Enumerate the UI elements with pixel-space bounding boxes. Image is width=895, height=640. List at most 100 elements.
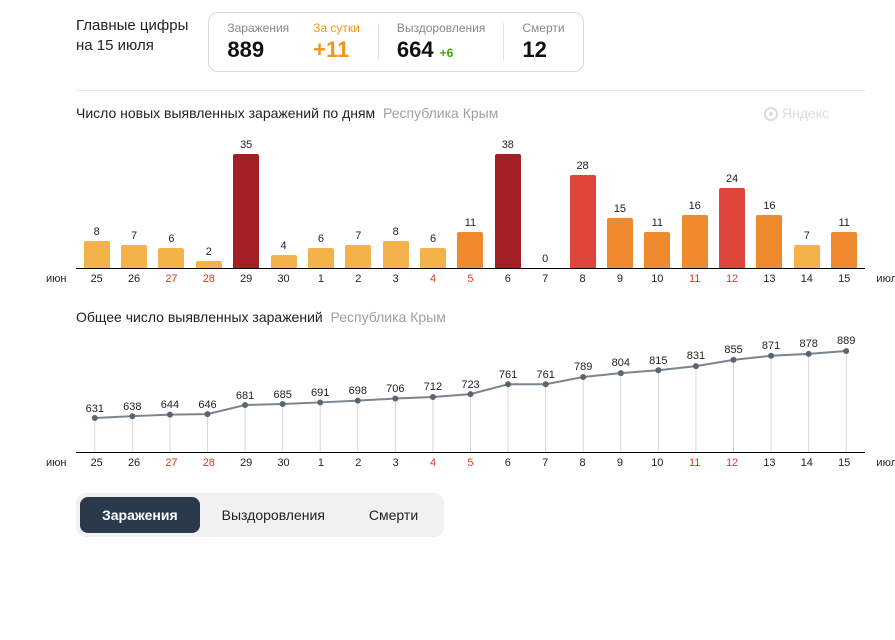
bar-column: 11 bbox=[826, 139, 863, 268]
x-tick: 6 bbox=[489, 457, 526, 469]
bar bbox=[121, 245, 147, 268]
bar-value-label: 2 bbox=[206, 246, 212, 258]
tab-выздоровления[interactable]: Выздоровления bbox=[200, 497, 347, 533]
line-value-label: 646 bbox=[198, 399, 216, 411]
x-tick: 9 bbox=[601, 273, 638, 285]
x-tick: 14 bbox=[788, 273, 825, 285]
bar bbox=[196, 261, 222, 268]
line-value-label: 723 bbox=[461, 379, 479, 391]
watermark: Яндекс bbox=[764, 105, 829, 121]
month-label-left: июн bbox=[46, 273, 66, 285]
stat-label: За сутки bbox=[313, 21, 360, 35]
bar-value-label: 16 bbox=[689, 200, 701, 212]
line-value-label: 761 bbox=[499, 369, 517, 381]
line-value-label: 855 bbox=[724, 344, 742, 356]
bar-value-label: 11 bbox=[465, 217, 476, 229]
x-tick: 26 bbox=[115, 457, 152, 469]
divider bbox=[76, 90, 865, 91]
line-value-label: 685 bbox=[273, 389, 291, 401]
x-tick: 27 bbox=[153, 457, 190, 469]
bar bbox=[84, 241, 110, 268]
stat-label: Выздоровления bbox=[397, 21, 486, 35]
x-tick: 14 bbox=[788, 457, 825, 469]
bar-column: 24 bbox=[713, 139, 750, 268]
line-x-axis: июн июл 25262728293012345678910111213141… bbox=[76, 453, 865, 469]
bar bbox=[308, 248, 334, 268]
stat-label: Смерти bbox=[522, 21, 564, 35]
line-value-label: 789 bbox=[574, 361, 592, 373]
chart-region: Республика Крым bbox=[383, 105, 498, 121]
bar-value-label: 11 bbox=[838, 217, 849, 229]
bar-column: 2 bbox=[190, 139, 227, 268]
x-tick: 3 bbox=[377, 457, 414, 469]
bar bbox=[420, 248, 446, 268]
bar bbox=[682, 215, 708, 268]
bar bbox=[233, 154, 259, 268]
x-tick: 4 bbox=[414, 273, 451, 285]
line-value-label: 631 bbox=[86, 403, 104, 415]
tab-смерти[interactable]: Смерти bbox=[347, 497, 440, 533]
month-label-left: июн bbox=[46, 457, 66, 469]
bar-value-label: 8 bbox=[94, 226, 100, 238]
x-tick: 5 bbox=[452, 273, 489, 285]
bar bbox=[158, 248, 184, 268]
bar-column: 7 bbox=[340, 139, 377, 268]
line-value-label: 815 bbox=[649, 355, 667, 367]
bar-value-label: 7 bbox=[355, 230, 361, 242]
bar-column: 11 bbox=[452, 139, 489, 268]
line-chart: 6316386446466816856916987067127237617617… bbox=[76, 343, 865, 469]
x-tick: 13 bbox=[751, 273, 788, 285]
chart-title-text: Общее число выявленных заражений bbox=[76, 309, 323, 325]
line-area: 6316386446466816856916987067127237617617… bbox=[76, 343, 865, 453]
bar bbox=[345, 245, 371, 268]
bar bbox=[457, 232, 483, 268]
bar-column: 6 bbox=[302, 139, 339, 268]
x-tick: 4 bbox=[414, 457, 451, 469]
bar-column: 16 bbox=[751, 139, 788, 268]
x-tick: 6 bbox=[489, 273, 526, 285]
bar-column: 0 bbox=[527, 139, 564, 268]
x-tick: 28 bbox=[190, 457, 227, 469]
x-tick: 1 bbox=[302, 457, 339, 469]
bar-column: 6 bbox=[153, 139, 190, 268]
line-value-label: 698 bbox=[349, 385, 367, 397]
bar-value-label: 24 bbox=[726, 173, 738, 185]
x-tick: 15 bbox=[826, 273, 863, 285]
x-tick: 11 bbox=[676, 457, 713, 469]
x-tick: 12 bbox=[713, 273, 750, 285]
bar bbox=[271, 255, 297, 268]
bar-column: 4 bbox=[265, 139, 302, 268]
x-tick: 5 bbox=[452, 457, 489, 469]
line-value-label: 712 bbox=[424, 381, 442, 393]
bar-column: 6 bbox=[414, 139, 451, 268]
bar-value-label: 11 bbox=[652, 217, 663, 229]
title-line-2: на 15 июля bbox=[76, 36, 188, 56]
bar bbox=[756, 215, 782, 268]
x-tick: 29 bbox=[228, 273, 265, 285]
bar-chart: 8762354678611380281511162416711 июн июл … bbox=[76, 139, 865, 299]
x-tick: 10 bbox=[639, 457, 676, 469]
divider bbox=[503, 23, 504, 61]
line-svg bbox=[76, 343, 865, 452]
tab-заражения[interactable]: Заражения bbox=[80, 497, 200, 533]
yandex-icon bbox=[764, 107, 778, 121]
bar bbox=[383, 241, 409, 268]
line-value-label: 681 bbox=[236, 390, 254, 402]
x-tick: 26 bbox=[115, 273, 152, 285]
bar bbox=[607, 218, 633, 268]
x-tick: 27 bbox=[153, 273, 190, 285]
x-tick: 29 bbox=[228, 457, 265, 469]
bar-value-label: 6 bbox=[318, 233, 324, 245]
bar-value-label: 15 bbox=[614, 203, 626, 215]
stat-daily: За сутки +11 bbox=[301, 21, 372, 63]
bar-value-label: 7 bbox=[131, 230, 137, 242]
month-label-right: июл bbox=[876, 457, 895, 469]
stat-deaths: Смерти 12 bbox=[510, 21, 568, 63]
bar bbox=[794, 245, 820, 268]
stats-box: Заражения 889 За сутки +11 Выздоровления… bbox=[208, 12, 583, 72]
x-tick: 7 bbox=[527, 273, 564, 285]
bar-value-label: 7 bbox=[804, 230, 810, 242]
bar-column: 16 bbox=[676, 139, 713, 268]
stat-recoveries: Выздоровления 664 +6 bbox=[385, 21, 498, 63]
bar-column: 8 bbox=[78, 139, 115, 268]
